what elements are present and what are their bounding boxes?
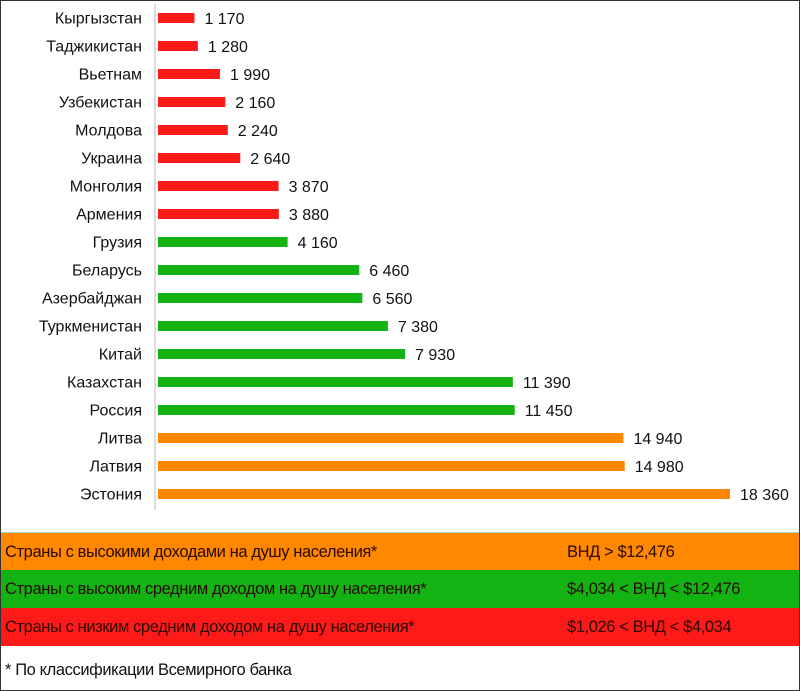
- value-label: 2 640: [250, 151, 290, 168]
- category-label: Туркменистан: [39, 319, 142, 336]
- category-label: Латвия: [90, 459, 142, 476]
- category-label: Монголия: [70, 179, 142, 196]
- bar-mid: [158, 265, 360, 275]
- bar-low: [158, 181, 279, 191]
- bar-mid: [158, 321, 388, 331]
- category-label: Молдова: [75, 123, 142, 140]
- category-label: Вьетнам: [79, 67, 142, 84]
- category-label: Грузия: [93, 235, 142, 252]
- value-label: 2 240: [238, 123, 278, 140]
- legend-upper-middle-income: Страны с высоким средним доходом на душу…: [1, 570, 799, 608]
- value-label: 1 170: [204, 11, 244, 28]
- value-label: 6 460: [369, 263, 409, 280]
- bar-high: [158, 433, 624, 443]
- legend-mid-label: Страны с высоким средним доходом на душу…: [5, 580, 427, 598]
- value-label: 3 870: [289, 179, 329, 196]
- category-label: Казахстан: [67, 375, 142, 392]
- category-label: Азербайджан: [42, 291, 142, 308]
- legend-low-range: $1,026 < ВНД < $4,034: [567, 618, 732, 636]
- category-label: Китай: [99, 347, 142, 364]
- value-label: 11 450: [525, 403, 573, 420]
- bar-high: [158, 461, 625, 471]
- bar-mid: [158, 405, 515, 415]
- category-label: Беларусь: [72, 263, 142, 280]
- bar-mid: [158, 293, 363, 303]
- category-label: Россия: [90, 403, 142, 420]
- bar-high: [158, 489, 730, 499]
- value-label: 6 560: [372, 291, 412, 308]
- bar-low: [158, 125, 228, 135]
- legend-lower-middle-income: Страны с низким средним доходом на душу …: [1, 608, 799, 646]
- value-label: 14 980: [635, 459, 684, 476]
- value-label: 14 940: [633, 431, 682, 448]
- value-label: 3 880: [289, 207, 329, 224]
- bar-low: [158, 97, 226, 107]
- category-label: Литва: [98, 431, 142, 448]
- value-label: 11 390: [523, 375, 571, 392]
- category-label: Армения: [76, 207, 142, 224]
- value-label: 1 280: [208, 39, 248, 56]
- bar-low: [158, 69, 220, 79]
- bar-chart: Кыргызстан 1 170 Таджикистан 1 280 Вьетнам 1 …: [39, 4, 789, 510]
- bar-mid: [158, 237, 288, 247]
- category-label: Украина: [81, 151, 142, 168]
- value-label: 7 380: [398, 319, 438, 336]
- bar-low: [158, 41, 198, 51]
- category-label: Узбекистан: [59, 95, 142, 112]
- bar-low: [158, 153, 241, 163]
- category-label: Кыргызстан: [55, 11, 142, 28]
- category-label: Таджикистан: [46, 39, 142, 56]
- bar-mid: [158, 377, 513, 387]
- bar-mid: [158, 349, 406, 359]
- value-label: 1 990: [230, 67, 270, 84]
- legend-low-label: Страны с низким средним доходом на душу …: [5, 618, 415, 636]
- footnote: * По классификации Всемирного банка: [5, 661, 292, 679]
- value-label: 2 160: [235, 95, 275, 112]
- bar-low: [158, 13, 195, 23]
- legend-high-label: Страны с высокими доходами на душу насел…: [5, 543, 377, 561]
- value-label: 7 930: [415, 347, 455, 364]
- legend-mid-range: $4,034 < ВНД < $12,476: [567, 580, 741, 598]
- category-label: Эстония: [80, 487, 142, 504]
- value-label: 4 160: [298, 235, 338, 252]
- legend-high-income: Страны с высокими доходами на душу насел…: [1, 532, 799, 571]
- bar-low: [158, 209, 279, 219]
- legend-high-range: ВНД > $12,476: [567, 543, 675, 561]
- value-label: 18 360: [740, 487, 789, 504]
